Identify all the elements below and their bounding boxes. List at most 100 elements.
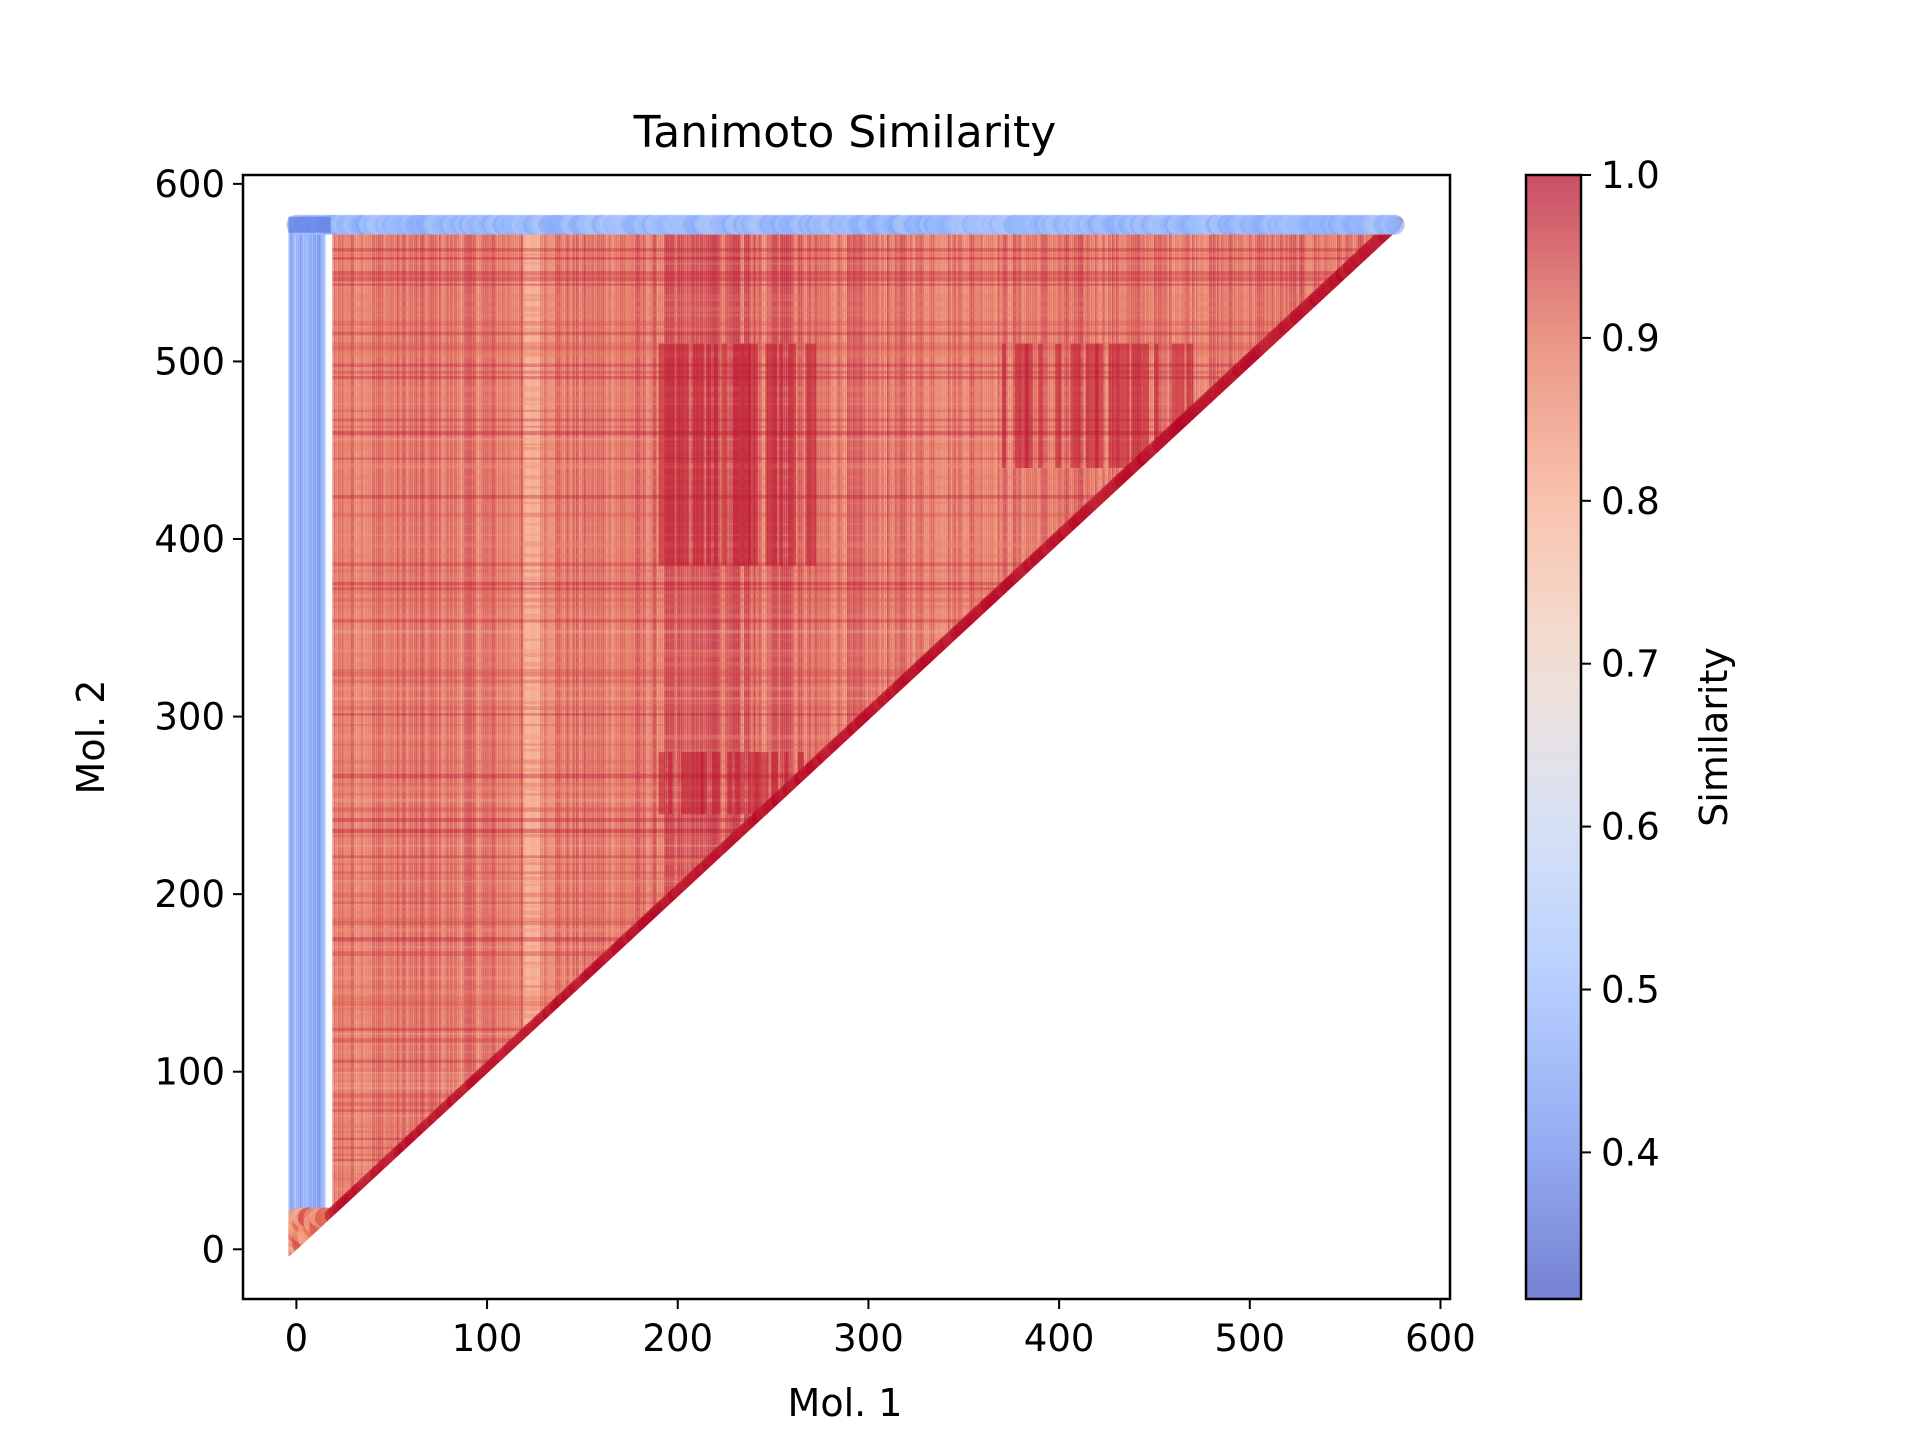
mark-dense-block (727, 752, 733, 815)
mark-column (539, 224, 543, 1030)
y-tick-label: 0 (201, 1228, 225, 1271)
mark-column (360, 224, 364, 1197)
mark-column (862, 224, 866, 730)
mark-column-block (294, 224, 298, 1218)
mark-column (581, 224, 585, 991)
mark-column (1256, 224, 1260, 363)
mark-column (1209, 224, 1213, 407)
mark-column (797, 224, 801, 791)
mark-row-band (332, 581, 1012, 586)
x-axis: 0 100 200 300 400 500 600 (285, 1299, 1476, 1360)
mark-column (377, 224, 381, 1181)
mark-dense-block (712, 752, 721, 815)
mark-column (334, 224, 337, 1222)
x-tick-label: 400 (1024, 1317, 1095, 1360)
y-tick-label: 300 (154, 696, 225, 739)
mark-row-band (332, 587, 1006, 591)
y-tick-label: 500 (154, 340, 225, 383)
mark-column (841, 224, 845, 750)
mark-column (972, 224, 976, 627)
mark-column (431, 224, 435, 1132)
mark-column (1239, 224, 1243, 379)
mark-row-band (332, 256, 1361, 260)
mark-column (467, 224, 471, 1098)
mark-column-block (292, 224, 296, 1218)
mark-column-block (316, 224, 320, 1218)
mark-column (372, 224, 376, 1187)
mark-row-band (332, 892, 678, 898)
mark-row-band (332, 921, 648, 926)
mark-column (498, 224, 501, 1070)
mark-column (625, 224, 629, 951)
mark-row-band (332, 901, 669, 904)
mark-dense-block (691, 752, 704, 815)
mark-column (1045, 224, 1049, 560)
mark-row-band (332, 494, 1105, 499)
mark-column (337, 224, 341, 1219)
mark-column (833, 224, 837, 757)
mark-column (658, 224, 662, 920)
mark-column (1186, 224, 1190, 429)
mark-column (1321, 224, 1325, 302)
mark-column (845, 224, 848, 746)
mark-row-band (332, 661, 926, 667)
y-axis-label: Mol. 2 (69, 680, 113, 795)
mark-column (518, 224, 522, 1050)
mark-dense-block (668, 752, 673, 815)
mark-row-band (332, 951, 615, 957)
mark-column (1352, 224, 1356, 274)
mark-column (419, 224, 423, 1142)
mark-column (730, 224, 734, 853)
mark-column (576, 224, 580, 997)
mark-column (892, 224, 896, 702)
mark-column (1197, 224, 1201, 418)
mark-column (867, 224, 871, 725)
mark-column (438, 224, 442, 1125)
mark-row-band (332, 313, 1300, 317)
mark-row-band (332, 271, 1346, 276)
mark-row-band (332, 1027, 533, 1032)
mark-column (463, 224, 467, 1102)
mark-column (1354, 224, 1358, 272)
mark-column (641, 224, 644, 936)
mark-top-row-point (1384, 214, 1405, 235)
mark-row-band (332, 327, 1285, 331)
mark-column (568, 224, 572, 1004)
mark-row-band (332, 1038, 522, 1043)
mark-dense-block (1108, 343, 1120, 468)
mark-column (728, 224, 732, 855)
mark-row-band (332, 1109, 446, 1112)
mark-column (1245, 224, 1249, 373)
mark-column (890, 224, 894, 704)
mark-column (982, 224, 986, 619)
mark-row-band (332, 1153, 398, 1156)
mark-row-band (332, 629, 960, 634)
mark-column (1342, 224, 1346, 283)
mark-column (425, 224, 429, 1137)
mark-column (358, 224, 362, 1199)
mark-column (618, 224, 622, 958)
mark-column (1335, 224, 1338, 290)
x-tick-label: 0 (285, 1317, 309, 1360)
mark-column (383, 224, 387, 1176)
mark-column (709, 224, 713, 872)
mark-column (1062, 224, 1066, 544)
mark-column (335, 224, 339, 1220)
mark-column (1237, 224, 1241, 381)
mark-column (353, 224, 357, 1205)
mark-column (642, 224, 646, 935)
mark-column (1180, 224, 1184, 434)
mark-column (452, 224, 456, 1112)
mark-column (1316, 224, 1319, 308)
mark-column (412, 224, 416, 1149)
mark-column (417, 224, 421, 1144)
mark-column (602, 224, 606, 972)
mark-row-band (332, 597, 995, 603)
mark-column (961, 224, 965, 638)
mark-column (570, 224, 574, 1002)
mark-column (543, 224, 547, 1027)
mark-column (536, 224, 540, 1034)
mark-row-band (332, 1187, 362, 1192)
mark-column (1203, 224, 1207, 413)
mark-column (349, 224, 353, 1208)
